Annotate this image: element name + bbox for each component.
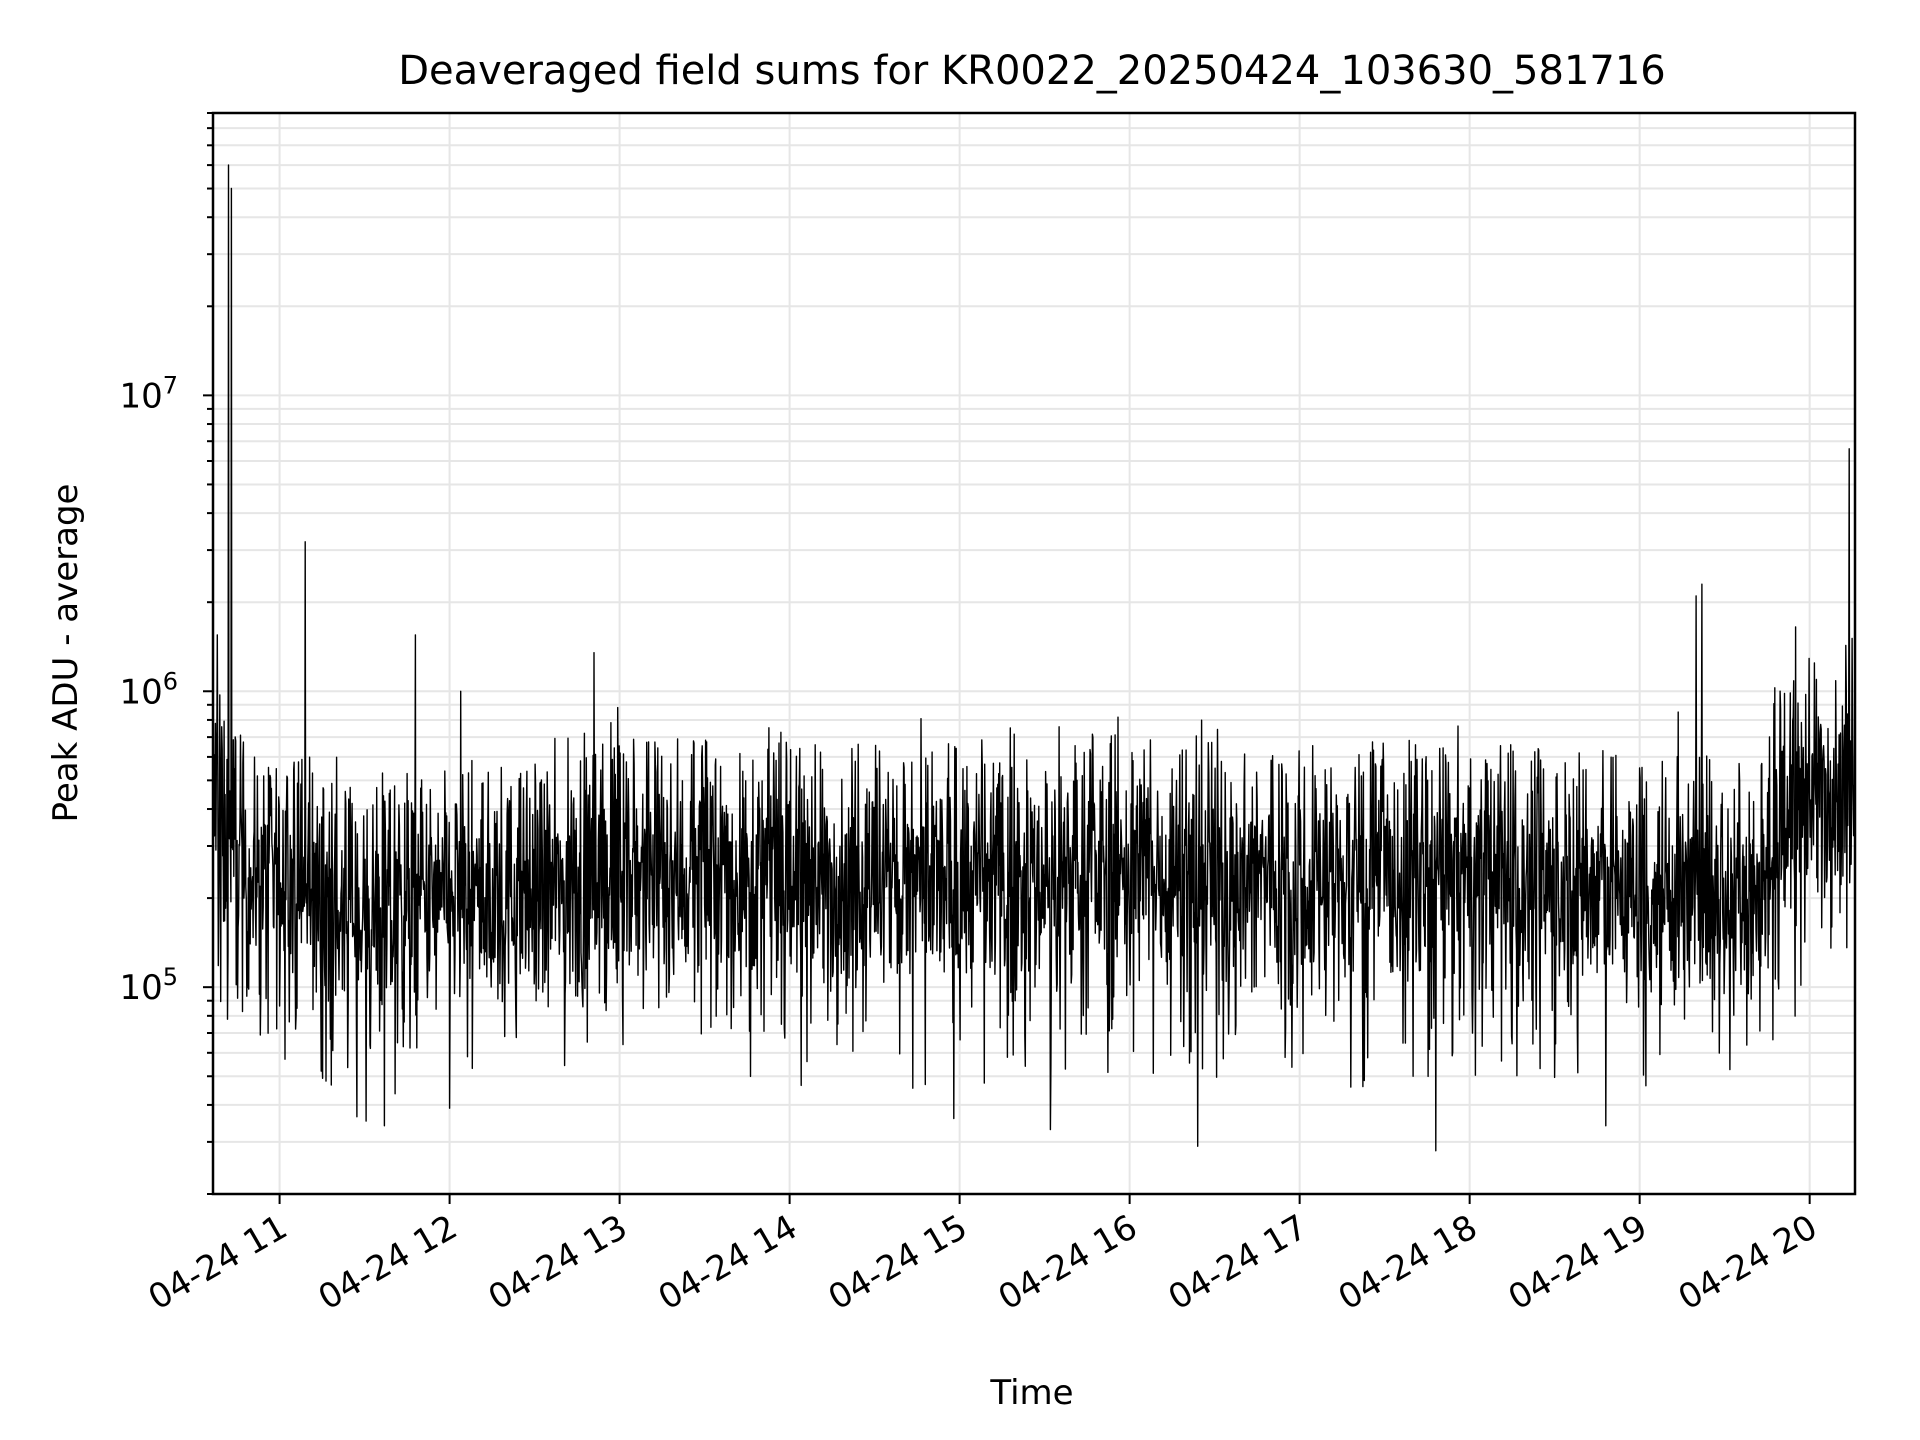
y-tick-label: 105 [119,963,178,1008]
y-axis: 105 106 107 [119,112,213,1195]
y-tick-label: 106 [119,667,178,712]
y-axis-label: Peak ADU - average [46,484,86,823]
x-axis-label: Time [989,1373,1073,1413]
chart-title: Deaveraged field sums for KR0022_2025042… [398,48,1666,94]
line-series [212,164,1856,1152]
plot-frame [211,111,1857,1196]
series-line [212,164,1856,1152]
y-tick-label: 107 [119,371,178,416]
